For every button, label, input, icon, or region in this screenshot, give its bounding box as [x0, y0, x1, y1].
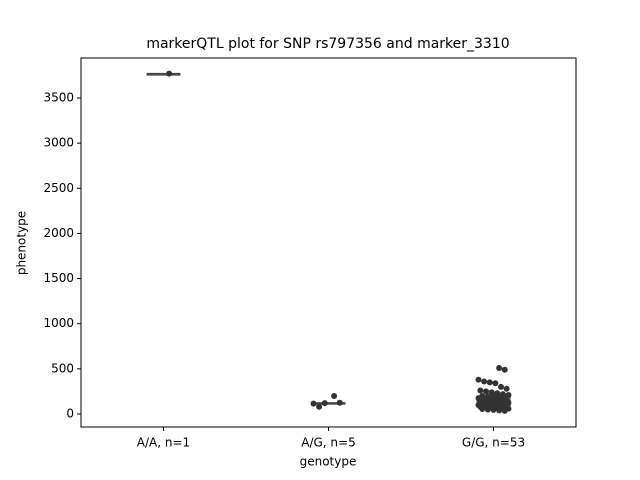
data-point [477, 387, 484, 394]
data-point [486, 379, 493, 386]
data-point [503, 385, 510, 392]
data-point [498, 383, 504, 390]
y-tick-label: 3000 [43, 136, 74, 150]
data-point [475, 376, 482, 383]
data-point [483, 388, 489, 395]
x-tick-label: A/G, n=5 [301, 436, 355, 450]
data-point [490, 406, 497, 413]
y-tick-label: 0 [66, 406, 74, 420]
data-point [321, 400, 328, 407]
plot-frame [80, 57, 577, 428]
y-tick-label: 2500 [43, 181, 74, 195]
data-point [481, 378, 488, 385]
y-tick-label: 500 [51, 361, 74, 375]
data-point [331, 392, 338, 399]
data-point [479, 406, 486, 413]
data-point [496, 407, 503, 414]
data-point [488, 389, 495, 396]
y-tick-label: 2000 [43, 226, 74, 240]
x-tick-label: G/G, n=53 [462, 436, 525, 450]
x-tick-label: A/A, n=1 [137, 436, 190, 450]
y-tick-label: 3500 [43, 90, 74, 104]
data-point [484, 406, 491, 413]
data-point [501, 366, 508, 373]
y-tick-label: 1500 [43, 271, 74, 285]
data-point [501, 407, 508, 414]
data-point [166, 70, 173, 77]
data-point [336, 399, 343, 406]
y-tick-label: 1000 [43, 316, 74, 330]
y-axis-label: phenotype [15, 211, 29, 275]
data-point [496, 364, 503, 371]
chart-title: markerQTL plot for SNP rs797356 and mark… [146, 36, 509, 52]
data-point [310, 400, 317, 407]
data-point [316, 403, 323, 410]
x-axis-label: genotype [300, 455, 357, 469]
data-point [492, 380, 499, 387]
